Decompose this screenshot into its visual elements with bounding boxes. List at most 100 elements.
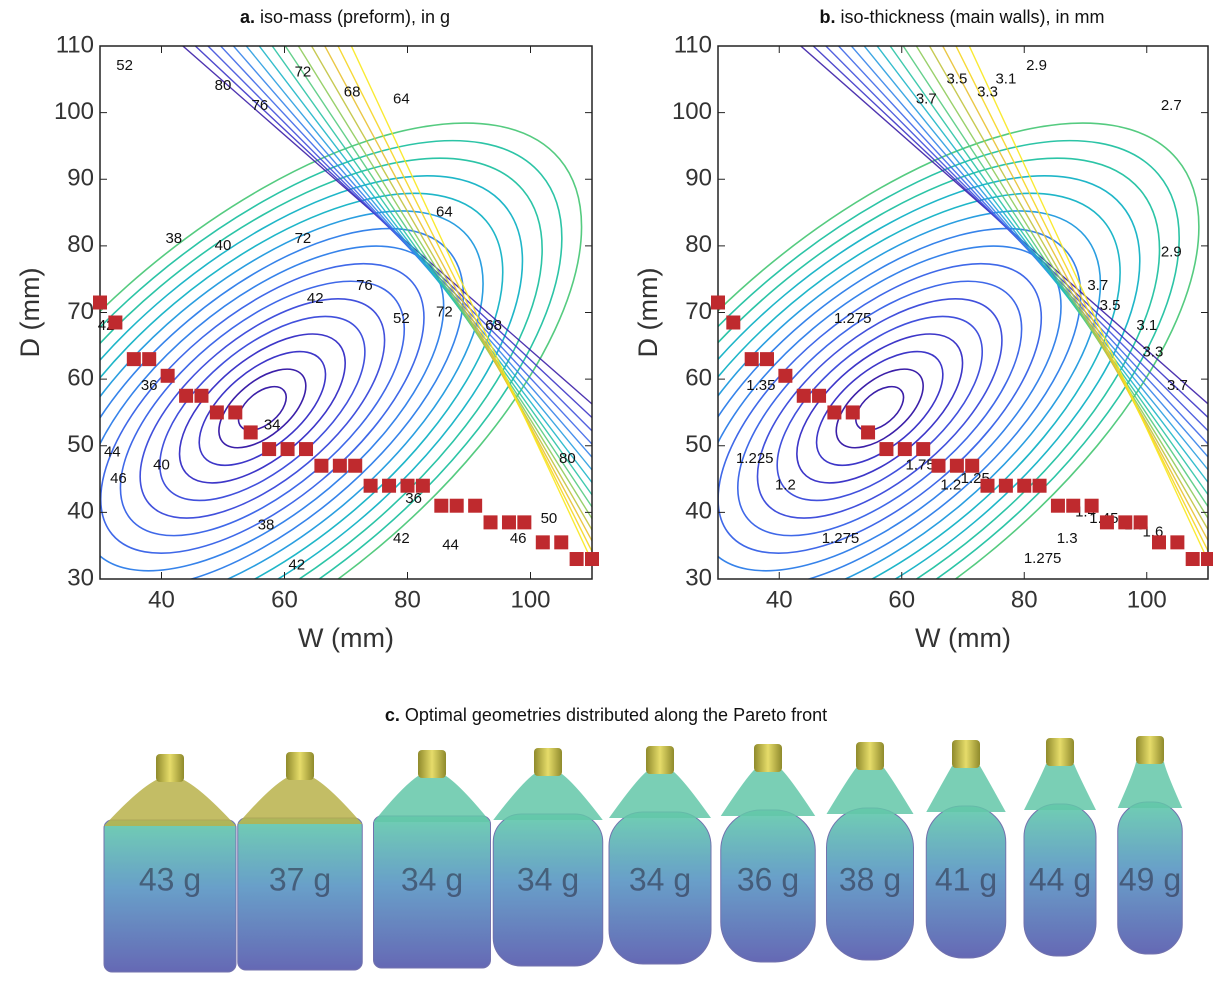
- pareto-point: [468, 498, 483, 513]
- pareto-point: [1032, 478, 1047, 493]
- contour-line: [928, 46, 1208, 531]
- pareto-point: [998, 478, 1013, 493]
- pareto-point: [434, 498, 449, 513]
- y-tick-label: 30: [685, 564, 712, 591]
- y-tick-label: 100: [54, 98, 94, 125]
- x-tick-label: 40: [766, 586, 793, 613]
- contour-label: 3.3: [1142, 343, 1163, 360]
- bottle-shoulder: [104, 780, 236, 826]
- contour-line: [100, 210, 484, 579]
- pareto-point: [415, 478, 430, 493]
- pareto-point: [382, 478, 397, 493]
- y-tick-label: 80: [67, 231, 94, 258]
- contour-line: [756, 298, 1003, 519]
- pareto-point: [314, 458, 329, 473]
- bottle-neck: [286, 752, 314, 780]
- pareto-point: [949, 458, 964, 473]
- y-tick-label: 60: [685, 364, 712, 391]
- pareto-point: [1201, 552, 1213, 567]
- bottle: 44 g: [1023, 738, 1097, 957]
- contour-field: [100, 46, 592, 579]
- contour-line: [718, 227, 1082, 579]
- contour-label: 68: [344, 84, 361, 101]
- contour-label: 2.9: [1026, 57, 1047, 74]
- bottle-neck: [646, 746, 674, 774]
- contour-line: [718, 122, 1200, 579]
- pareto-point: [1133, 515, 1148, 530]
- pareto-point: [501, 515, 516, 530]
- x-tick-label: 100: [1127, 586, 1167, 613]
- pareto-point: [1017, 478, 1032, 493]
- contour-label: 1.275: [834, 310, 872, 327]
- panel-letter: c.: [385, 705, 400, 725]
- title: iso-thickness (main walls), in mm: [840, 7, 1104, 27]
- contour-label: 52: [116, 57, 133, 74]
- y-tick-label: 100: [672, 98, 712, 125]
- pareto-point: [142, 352, 157, 367]
- y-tick-label: 40: [67, 498, 94, 525]
- contour-line: [100, 157, 543, 579]
- contour-label: 38: [258, 517, 275, 534]
- pareto-point: [1050, 498, 1065, 513]
- contour-line: [718, 192, 1121, 579]
- contour-label: 3.7: [1167, 377, 1188, 394]
- bottle: 38 g: [826, 742, 914, 961]
- pareto-point: [1185, 552, 1200, 567]
- contour-line: [876, 46, 1208, 484]
- pareto-point: [845, 405, 860, 420]
- contour-label: 1.2: [940, 477, 961, 494]
- pareto-point: [744, 352, 759, 367]
- pareto-point: [812, 388, 827, 403]
- bottle-mass-label: 36 g: [737, 861, 799, 897]
- x-tick-label: 40: [148, 586, 175, 613]
- contour-label: 42: [307, 290, 324, 307]
- contour-line: [284, 46, 592, 509]
- pareto-point: [262, 442, 277, 457]
- pareto-point: [569, 552, 584, 567]
- pareto-point: [1170, 535, 1185, 550]
- bottle-neck: [418, 750, 446, 778]
- pareto-point: [916, 442, 931, 457]
- bottle-neck: [952, 740, 980, 768]
- bottle-mass-label: 49 g: [1119, 861, 1181, 897]
- pareto-point: [861, 425, 876, 440]
- pareto-point: [517, 515, 532, 530]
- bottle-neck: [534, 748, 562, 776]
- contour-line: [218, 368, 307, 449]
- bottle-neck: [1046, 738, 1074, 766]
- title: Optimal geometries distributed along the…: [405, 705, 827, 725]
- panel-title: a. iso-mass (preform), in g: [240, 7, 450, 27]
- y-tick-label: 60: [67, 364, 94, 391]
- contour-label: 40: [215, 237, 232, 254]
- contour-label: 46: [110, 470, 127, 487]
- contour-line: [100, 175, 524, 579]
- pareto-point: [209, 405, 224, 420]
- contour-line: [776, 315, 984, 502]
- contour-label: 1.35: [746, 377, 775, 394]
- pareto-point: [1084, 498, 1099, 513]
- pareto-point: [348, 458, 363, 473]
- contour-label: 3.5: [1100, 297, 1121, 314]
- bottle-shoulder: [609, 772, 711, 818]
- bottle-mass-label: 38 g: [839, 861, 901, 897]
- contour-label: 72: [436, 303, 453, 320]
- x-tick-label: 80: [394, 586, 421, 613]
- contour-line: [736, 280, 1023, 537]
- y-tick-label: 50: [685, 431, 712, 458]
- contour-line: [855, 385, 905, 432]
- pareto-point: [796, 388, 811, 403]
- contour-line: [324, 46, 592, 543]
- pareto-point: [931, 458, 946, 473]
- contour-label: 3.1: [1136, 317, 1157, 334]
- contour-line: [100, 262, 425, 554]
- contour-line: [915, 46, 1208, 520]
- contour-label: 80: [215, 77, 232, 94]
- pareto-point: [879, 442, 894, 457]
- contour-line: [100, 139, 563, 579]
- contour-label: 44: [442, 537, 459, 554]
- contour-label: 36: [141, 377, 158, 394]
- contour-line: [337, 46, 592, 553]
- contour-line: [297, 46, 592, 520]
- x-axis-label: W (mm): [298, 623, 394, 653]
